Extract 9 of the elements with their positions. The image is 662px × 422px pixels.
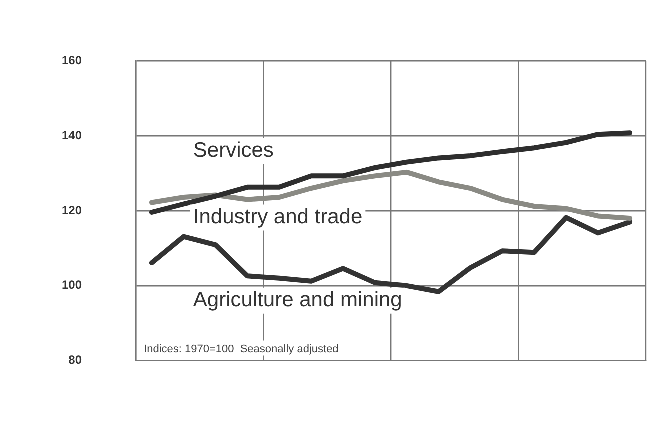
y-tick-label: 80 [68,353,82,368]
y-tick-label: 120 [62,203,82,218]
y-tick-label: 140 [62,128,82,142]
annotation: Indices: 1970=100 Seasonally adjusted [144,343,339,356]
series-label: Industry and trade [193,206,363,229]
y-tick-label: 160 [62,54,82,68]
y-tick-label: 100 [62,278,82,292]
series-label: Services [193,138,274,162]
series-label: Agriculture and mining [193,288,402,312]
